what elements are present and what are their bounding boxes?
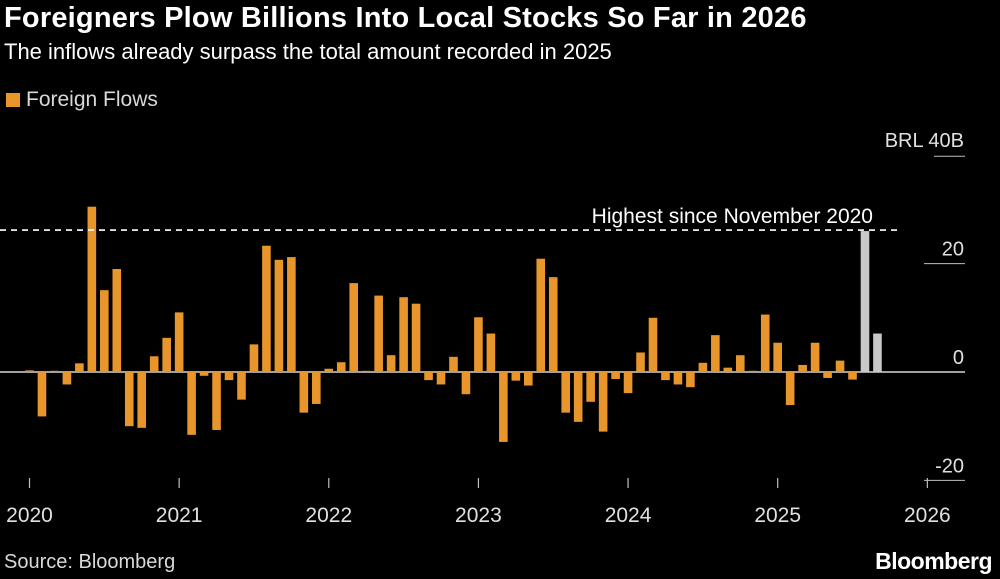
bar (187, 372, 196, 435)
bar (461, 372, 471, 395)
bar (212, 372, 221, 430)
bar (424, 372, 433, 381)
chart-title: Foreigners Plow Billions Into Local Stoc… (4, 2, 807, 34)
bar (474, 317, 483, 372)
y-tick-label: 0 (953, 347, 964, 369)
bar (336, 362, 346, 372)
brand-logo: Bloomberg (875, 548, 992, 574)
bar (312, 372, 321, 404)
bar (536, 258, 546, 372)
bar (511, 372, 521, 381)
legend-swatch-foreign-flows (6, 93, 20, 107)
bar (835, 360, 845, 372)
bar (374, 295, 383, 372)
bar (810, 342, 820, 372)
bar (386, 355, 396, 372)
bar (262, 245, 271, 372)
bar (648, 317, 658, 372)
x-tick-label: 2023 (455, 504, 502, 527)
bar (873, 333, 882, 372)
bar (249, 344, 259, 372)
bar (598, 372, 608, 432)
bar (112, 269, 122, 372)
bar (299, 372, 309, 413)
y-tick-label: BRL 40B (885, 130, 964, 152)
bar (586, 372, 595, 402)
bar (723, 367, 733, 372)
bar (411, 303, 421, 372)
bar (798, 364, 807, 372)
bar (237, 372, 246, 400)
bar (324, 368, 334, 372)
bar (25, 370, 34, 372)
bar (561, 372, 571, 413)
bar (573, 372, 583, 422)
bar (361, 370, 371, 372)
bar (62, 372, 72, 385)
bar (499, 372, 508, 442)
bar (162, 337, 171, 372)
bar (87, 206, 97, 372)
bar (748, 370, 758, 372)
bar (611, 372, 620, 380)
bar (698, 362, 708, 372)
x-tick-label: 2025 (754, 504, 801, 527)
x-tick-label: 2026 (904, 504, 951, 527)
bar (848, 372, 857, 380)
bar (174, 312, 184, 372)
bar (50, 370, 59, 372)
chart-subtitle: The inflows already surpass the total am… (4, 39, 612, 64)
bar (686, 372, 695, 388)
bar (735, 355, 745, 372)
y-tick-label: -20 (935, 455, 964, 477)
bar (773, 342, 782, 372)
bar (75, 363, 84, 372)
bar (149, 356, 159, 372)
bar (760, 314, 770, 372)
bar (661, 372, 670, 381)
x-tick-label: 2021 (156, 504, 203, 527)
bar (436, 372, 446, 385)
bar (785, 372, 795, 406)
bar (137, 372, 147, 428)
x-tick-label: 2020 (6, 504, 53, 527)
bar (274, 259, 284, 372)
bar (823, 372, 832, 378)
bar (349, 283, 359, 372)
bar (524, 372, 533, 386)
bar (711, 335, 720, 372)
bar (37, 372, 47, 417)
source-note: Source: Bloomberg (4, 551, 176, 573)
bar (100, 290, 109, 372)
bar (199, 372, 209, 376)
x-tick-label: 2022 (305, 504, 352, 527)
bar (636, 352, 645, 372)
y-tick-label: 20 (942, 239, 964, 261)
annotation-label: Highest since November 2020 (592, 205, 873, 228)
bar (449, 356, 458, 372)
bar (623, 372, 633, 394)
bar (224, 372, 234, 381)
bar (486, 333, 496, 372)
bar (548, 277, 558, 372)
bar (287, 257, 296, 372)
bar (399, 297, 408, 372)
bar (860, 231, 870, 372)
legend-label: Foreign Flows (26, 88, 158, 111)
x-tick-label: 2024 (605, 504, 652, 527)
bar (124, 372, 134, 427)
bar (673, 372, 683, 385)
chart-legend: Foreign Flows (6, 88, 158, 112)
